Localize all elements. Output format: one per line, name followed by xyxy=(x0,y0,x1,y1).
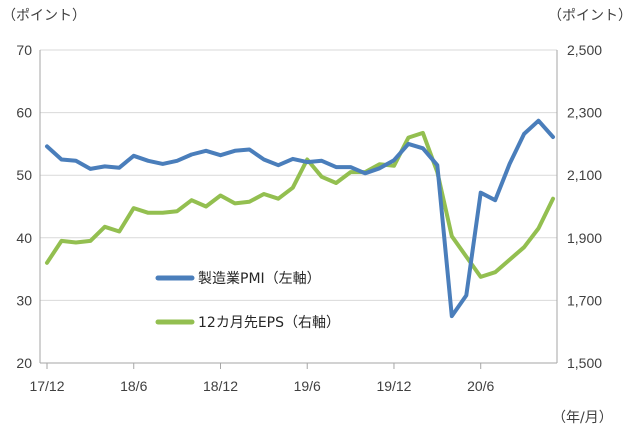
left-tick-label: 60 xyxy=(16,105,32,121)
tick-labels: 20 30 40 50 60 70 1,500 1,700 1,900 2,100 2,300 2,5… xyxy=(16,42,602,394)
left-tick-label: 20 xyxy=(16,355,32,371)
right-tick-label: 2,500 xyxy=(567,42,602,58)
left-tick-label: 50 xyxy=(16,167,32,183)
x-axis-unit: （年/月） xyxy=(552,410,613,426)
x-tick-label: 17/12 xyxy=(29,378,64,394)
right-tick-label: 1,700 xyxy=(567,292,602,308)
right-tick-label: 1,500 xyxy=(567,355,602,371)
x-tick-label: 18/6 xyxy=(120,378,147,394)
x-tick-label: 19/12 xyxy=(376,378,411,394)
legend: 製造業PMI（左軸） 12カ月先EPS（右軸） xyxy=(155,271,340,331)
series-lines xyxy=(45,118,555,319)
legend-label-eps: 12カ月先EPS（右軸） xyxy=(198,315,340,331)
left-tick-label: 70 xyxy=(16,42,32,58)
legend-label-pmi: 製造業PMI（左軸） xyxy=(198,271,321,287)
right-tick-label: 2,100 xyxy=(567,167,602,183)
left-axis-unit: （ポイント） xyxy=(2,8,86,24)
left-tick-label: 40 xyxy=(16,230,32,246)
x-tick-label: 20/6 xyxy=(467,378,494,394)
right-tick-label: 1,900 xyxy=(567,230,602,246)
series-line-pmi xyxy=(45,118,555,319)
x-tick-label: 19/6 xyxy=(294,378,321,394)
axes xyxy=(39,50,558,369)
x-tick-label: 18/12 xyxy=(203,378,238,394)
right-tick-label: 2,300 xyxy=(567,105,602,121)
series-line-eps xyxy=(45,130,555,279)
right-axis-unit: （ポイント） xyxy=(548,8,632,24)
left-tick-label: 30 xyxy=(16,292,32,308)
